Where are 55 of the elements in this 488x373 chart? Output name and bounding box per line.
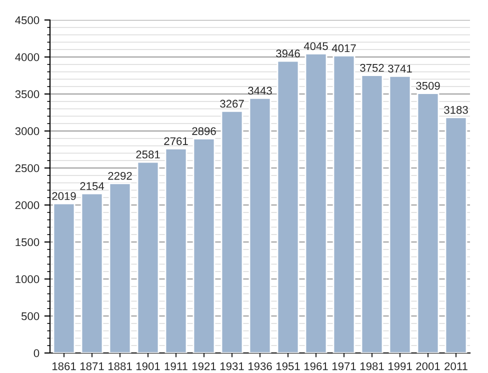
bar — [52, 202, 76, 353]
y-tick-label: 500 — [21, 312, 40, 320]
x-tick-label: 2001 — [416, 362, 440, 370]
bar — [220, 110, 244, 353]
bar — [444, 116, 468, 353]
x-tick-label: 1991 — [388, 362, 412, 370]
x-tick-label: 1971 — [332, 362, 356, 370]
bar — [136, 161, 160, 353]
bar — [80, 192, 104, 353]
x-tick-label: 1861 — [52, 362, 76, 370]
data-label: 3752 — [360, 64, 384, 72]
x-tick-label: 1901 — [136, 362, 160, 370]
x-tick-label: 1921 — [192, 362, 216, 370]
bar — [276, 60, 300, 353]
x-tick-label: 1881 — [108, 362, 132, 370]
data-label: 3509 — [416, 82, 440, 90]
x-tick-label: 2011 — [444, 362, 468, 370]
y-tick-label: 1000 — [16, 275, 40, 284]
data-label: 3183 — [444, 106, 468, 114]
x-tick-label: 1911 — [164, 362, 188, 370]
bar — [416, 92, 440, 353]
bar — [192, 138, 216, 353]
x-tick-label: 1951 — [276, 362, 300, 370]
data-label: 2761 — [164, 137, 188, 146]
data-label: 4045 — [304, 42, 328, 50]
data-label: 2896 — [192, 127, 216, 136]
data-label: 3443 — [248, 86, 272, 95]
y-tick-label: 0 — [34, 349, 40, 358]
x-tick-label: 1961 — [304, 362, 328, 370]
x-tick-label: 1931 — [220, 362, 244, 370]
bar — [108, 182, 132, 353]
bar — [248, 98, 272, 353]
y-tick-label: 2500 — [15, 164, 40, 172]
y-tick-label: 2000 — [15, 201, 40, 210]
bar — [388, 75, 412, 353]
x-tick-label: 1981 — [360, 362, 384, 370]
data-label: 4017 — [332, 44, 356, 52]
data-label: 3946 — [276, 50, 300, 58]
y-tick-label: 3500 — [15, 90, 40, 98]
data-label: 2581 — [136, 150, 160, 158]
data-label: 3267 — [220, 100, 244, 108]
y-tick-label: 1500 — [16, 238, 40, 246]
data-label: 2292 — [108, 172, 132, 180]
bar — [304, 52, 328, 353]
x-tick-label: 1871 — [80, 362, 104, 370]
bar — [332, 55, 356, 353]
x-tick-label: 1936 — [248, 362, 272, 370]
y-tick-label: 4500 — [15, 16, 40, 24]
y-tick-label: 3000 — [15, 127, 40, 136]
data-label: 2019 — [52, 192, 76, 200]
data-label: 2154 — [80, 182, 104, 190]
bar — [360, 74, 384, 353]
data-label: 3741 — [388, 64, 412, 73]
y-tick-label: 4000 — [15, 53, 40, 62]
bar — [164, 148, 188, 353]
